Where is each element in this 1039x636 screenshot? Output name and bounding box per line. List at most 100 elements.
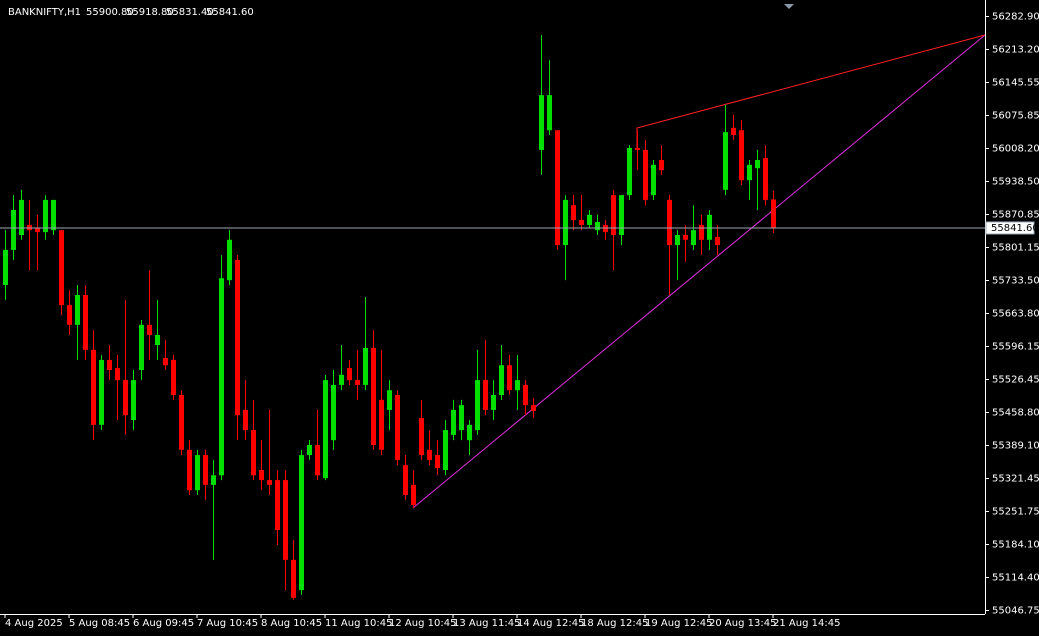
y-tick-label: 55733.50: [992, 276, 1039, 287]
x-tick-label: 5 Aug 08:45: [69, 618, 130, 629]
candle-body: [331, 384, 336, 441]
candle-body: [91, 349, 96, 425]
candle-body: [355, 380, 360, 385]
x-tick-label: 8 Aug 10:45: [261, 618, 322, 629]
last-high: 55918.80: [126, 7, 174, 18]
candle-body: [107, 359, 112, 371]
candle-body: [347, 368, 352, 381]
candle-body: [611, 195, 616, 235]
candle-body: [539, 95, 544, 150]
candle-body: [67, 305, 72, 325]
candle-body: [435, 455, 440, 469]
x-tick-label: 21 Aug 14:45: [773, 618, 840, 629]
x-tick-label: 4 Aug 2025: [5, 618, 63, 629]
candle-body: [243, 409, 248, 431]
candle-body: [443, 430, 448, 470]
candle-body: [491, 395, 496, 410]
x-tick-label: 12 Aug 10:45: [389, 618, 456, 629]
candle-body: [427, 449, 432, 460]
candle-body: [579, 220, 584, 225]
y-tick-label: 56075.85: [992, 111, 1039, 122]
x-tick-label: 11 Aug 10:45: [325, 618, 392, 629]
candle-body: [219, 278, 224, 476]
y-tick-label: 56213.20: [992, 45, 1039, 56]
candle-body: [547, 95, 552, 131]
last-price-label: 55841.60: [991, 223, 1039, 234]
candle-body: [211, 475, 216, 485]
candle-body: [635, 148, 640, 150]
candle-body: [715, 236, 720, 246]
candle-body: [403, 465, 408, 495]
candle-body: [195, 455, 200, 491]
candle-body: [659, 160, 664, 171]
candle-body: [51, 199, 56, 231]
candle-body: [259, 469, 264, 481]
candle-body: [507, 365, 512, 391]
candle-body: [763, 158, 768, 200]
x-tick-label: 6 Aug 09:45: [133, 618, 194, 629]
candle-body: [555, 130, 560, 246]
candle-body: [3, 249, 8, 285]
candle-body: [363, 347, 368, 385]
candle-body: [747, 164, 752, 181]
candle-body: [139, 324, 144, 371]
candle-body: [339, 374, 344, 385]
trend-line: [412, 34, 986, 509]
x-tick-label: 19 Aug 12:45: [645, 618, 712, 629]
candle-body: [75, 295, 80, 325]
candle-body: [307, 444, 312, 456]
y-tick-label: 55801.15: [992, 243, 1039, 254]
candle-body: [251, 430, 256, 476]
last-low: 55831.40: [166, 7, 214, 18]
candle-body: [467, 424, 472, 441]
candle-body: [419, 418, 424, 456]
candle-body: [667, 199, 672, 246]
candle-body: [619, 195, 624, 235]
candle-body: [411, 484, 416, 506]
candle-body: [587, 214, 592, 225]
y-tick-label: 55938.50: [992, 177, 1039, 188]
candle-body: [171, 359, 176, 396]
candle-body: [275, 480, 280, 531]
y-tick-label: 55596.15: [992, 342, 1039, 353]
candle-body: [59, 230, 64, 306]
x-tick-label: 18 Aug 12:45: [581, 618, 648, 629]
candle-body: [571, 205, 576, 221]
candle-body: [723, 132, 728, 190]
candle-body: [707, 214, 712, 240]
shift-marker: [784, 4, 794, 9]
candle-body: [643, 149, 648, 200]
y-tick-label: 55184.10: [992, 540, 1039, 551]
candle-body: [603, 224, 608, 233]
candle-body: [739, 130, 744, 181]
candle-body: [699, 224, 704, 240]
candle-body: [523, 384, 528, 406]
candle-body: [691, 230, 696, 246]
candle-body: [395, 395, 400, 460]
candle-body: [155, 334, 160, 346]
candle-body: [387, 390, 392, 410]
candle-body: [43, 199, 48, 233]
y-tick-label: 56282.90: [992, 12, 1039, 23]
candle-body: [83, 295, 88, 350]
candle-body: [379, 399, 384, 450]
last-close: 55841.60: [206, 7, 254, 18]
candle-body: [627, 148, 632, 196]
candle-body: [651, 164, 656, 196]
y-tick-label: 55526.45: [992, 375, 1039, 386]
candle-body: [475, 380, 480, 431]
y-tick-label: 55046.75: [992, 606, 1039, 617]
x-tick-label: 7 Aug 10:45: [197, 618, 258, 629]
candle-body: [99, 359, 104, 425]
candle-body: [683, 234, 688, 240]
y-tick-label: 55114.40: [992, 573, 1039, 584]
y-tick-label: 56145.55: [992, 78, 1039, 89]
candle-body: [267, 480, 272, 485]
candle-body: [123, 380, 128, 416]
candle-body: [595, 222, 600, 231]
candle-body: [11, 210, 16, 250]
y-tick-label: 55251.75: [992, 507, 1039, 518]
y-tick-label: 55663.80: [992, 309, 1039, 320]
